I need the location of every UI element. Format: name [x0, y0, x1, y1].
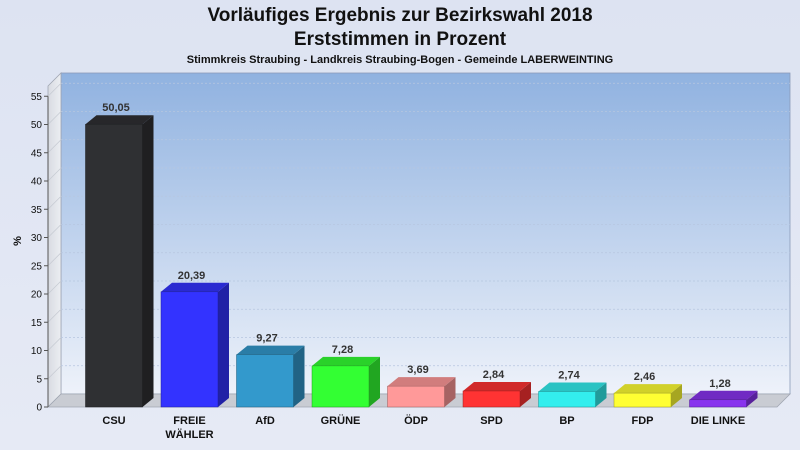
bar-side — [142, 115, 154, 407]
bar-top — [85, 115, 154, 125]
bar-3 — [311, 356, 380, 408]
bar-top — [236, 345, 305, 355]
bar-top — [161, 282, 229, 292]
y-tick-label: 40 — [31, 177, 43, 188]
bar-front — [462, 390, 521, 408]
bar-side — [218, 282, 229, 407]
x-tick-label: FDP — [632, 415, 654, 427]
x-tick-label: ÖDP — [404, 414, 428, 427]
chart-subtitle: Erststimmen in Prozent — [293, 29, 507, 50]
data-label: 1,28 — [709, 378, 730, 390]
chart-caption: Stimmkreis Straubing - Landkreis Straubi… — [186, 54, 614, 66]
y-tick-label: 15 — [31, 318, 43, 329]
x-tick-label: DIE LINKE — [691, 415, 745, 427]
bar-front — [236, 354, 294, 408]
grid-line-side — [47, 337, 62, 351]
grid-line-side — [47, 224, 62, 238]
bar-top — [538, 382, 607, 392]
data-label: 9,27 — [256, 333, 277, 345]
grid-line-side — [47, 82, 62, 97]
y-tick-label: 0 — [36, 403, 42, 414]
y-tick-label: 10 — [31, 346, 43, 357]
y-tick-label: 25 — [31, 261, 43, 272]
data-label: 2,74 — [558, 370, 580, 382]
x-tick-label: AfD — [255, 415, 275, 427]
data-label: 2,84 — [483, 369, 505, 381]
grid-line-side — [47, 280, 62, 295]
bar-side — [369, 356, 380, 407]
data-label: 50,05 — [102, 102, 130, 114]
bar-1 — [160, 282, 229, 408]
grid-line-side — [47, 167, 62, 182]
y-tick-label: 20 — [31, 290, 43, 301]
bar-top — [312, 356, 380, 366]
grid-line-side — [47, 308, 62, 323]
x-tick-label: CSU — [102, 415, 125, 427]
data-label: 3,69 — [407, 364, 428, 376]
bar-front — [85, 123, 143, 408]
grid-line-side — [47, 365, 62, 380]
bar-front — [311, 365, 370, 408]
y-axis-label: % — [12, 236, 24, 246]
y-tick-label: 5 — [36, 374, 42, 385]
chart-title: Vorläufiges Ergebnis zur Bezirkswahl 201… — [207, 5, 593, 26]
grid-line-side — [47, 252, 62, 267]
bar-side — [520, 381, 531, 407]
bar-front — [689, 399, 747, 408]
bar-front — [538, 391, 596, 408]
bar-5 — [462, 381, 531, 408]
data-label: 7,28 — [332, 344, 353, 356]
bar-front — [613, 392, 672, 408]
bar-front — [160, 291, 219, 408]
data-label: 20,39 — [178, 270, 206, 282]
y-tick-label: 35 — [31, 205, 43, 216]
bar-2 — [236, 345, 305, 408]
bar-0 — [85, 115, 154, 408]
y-tick-label: 30 — [31, 233, 43, 244]
bar-top — [387, 377, 456, 387]
grid-line-side — [47, 195, 62, 210]
x-tick-label: BP — [559, 415, 574, 427]
bar-side — [293, 345, 305, 407]
bar-top — [689, 390, 758, 400]
bar-8 — [689, 390, 758, 408]
y-tick-label: 55 — [31, 92, 43, 103]
grid-line-side — [47, 139, 62, 154]
bar-side — [671, 384, 682, 407]
x-tick-label: GRÜNE — [321, 414, 361, 427]
bar-side — [444, 377, 456, 407]
y-tick-label: 45 — [31, 148, 43, 159]
bar-side — [595, 382, 607, 407]
bar-front — [387, 385, 445, 408]
bar-top — [614, 384, 682, 394]
bar-top — [463, 381, 531, 391]
bar-6 — [538, 382, 607, 408]
x-tick-label: FREIE — [173, 415, 205, 427]
grid-line-side — [47, 111, 62, 125]
data-label: 2,46 — [634, 371, 655, 383]
bar-7 — [613, 384, 682, 408]
x-tick-label: SPD — [480, 415, 503, 427]
bar-4 — [387, 377, 456, 408]
bar-side — [746, 390, 758, 407]
y-tick-label: 50 — [31, 120, 43, 131]
x-tick-label: WÄHLER — [165, 428, 213, 441]
